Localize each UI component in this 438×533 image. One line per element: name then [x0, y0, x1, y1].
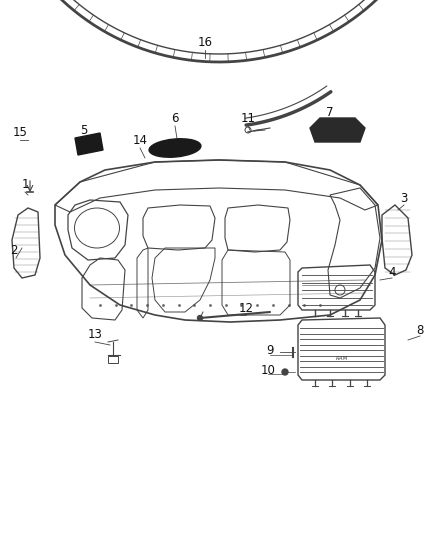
Text: 12: 12	[239, 302, 254, 314]
Circle shape	[282, 369, 288, 375]
Text: 9: 9	[266, 343, 274, 357]
Circle shape	[198, 316, 202, 320]
Text: 11: 11	[240, 111, 255, 125]
Text: 8: 8	[416, 324, 424, 336]
Text: 3: 3	[400, 191, 408, 205]
Text: 14: 14	[133, 133, 148, 147]
Text: 1: 1	[21, 179, 29, 191]
Text: 2: 2	[10, 244, 18, 256]
Text: 15: 15	[13, 125, 28, 139]
Text: 7: 7	[326, 106, 334, 118]
Text: 16: 16	[198, 36, 212, 49]
Text: 6: 6	[171, 111, 179, 125]
Text: RAM: RAM	[336, 356, 348, 360]
Ellipse shape	[149, 139, 201, 157]
Text: 13: 13	[88, 328, 102, 342]
Polygon shape	[75, 133, 103, 155]
Text: 10: 10	[261, 364, 276, 376]
Text: 4: 4	[388, 265, 396, 279]
Text: 5: 5	[80, 124, 88, 136]
Bar	[108, 356, 118, 363]
Polygon shape	[310, 118, 365, 142]
